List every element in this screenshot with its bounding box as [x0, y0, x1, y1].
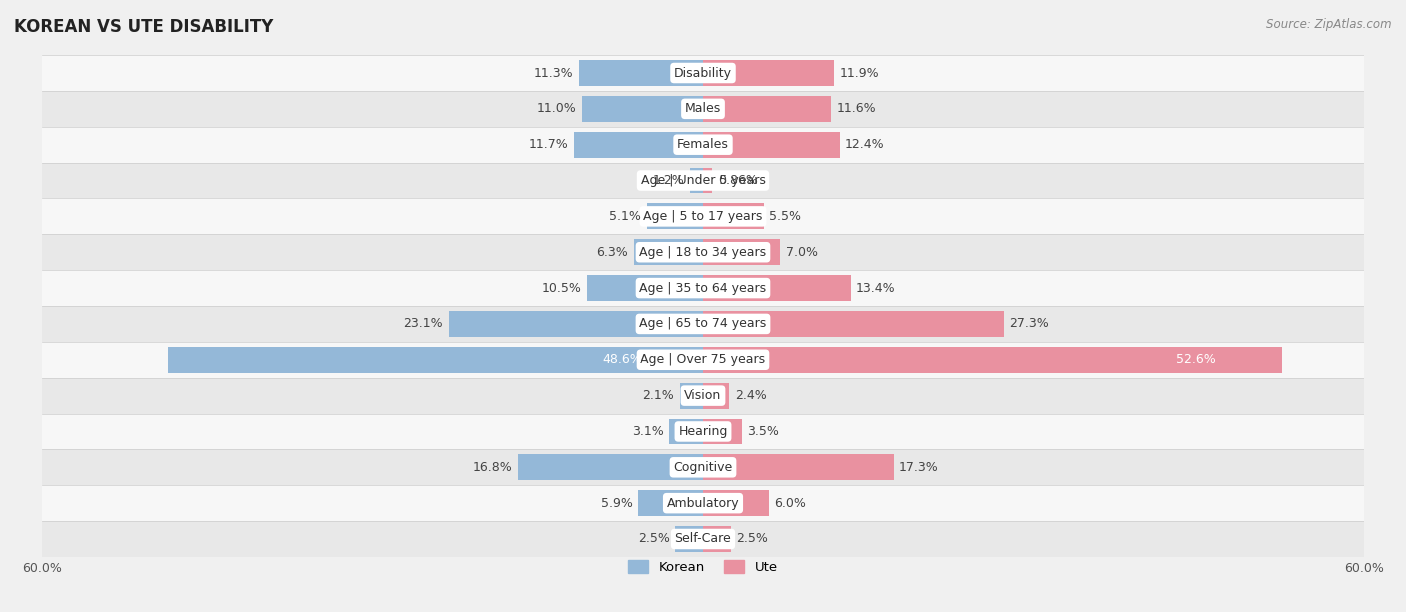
Bar — [703, 60, 834, 86]
Bar — [703, 275, 851, 301]
Bar — [517, 454, 703, 480]
Bar — [42, 127, 1364, 163]
Bar — [669, 419, 703, 444]
Bar — [42, 342, 1364, 378]
Text: Age | 35 to 64 years: Age | 35 to 64 years — [640, 282, 766, 294]
Text: 11.9%: 11.9% — [839, 67, 879, 80]
Bar — [42, 378, 1364, 414]
Bar — [703, 132, 839, 158]
Text: 2.1%: 2.1% — [643, 389, 675, 402]
Bar — [703, 347, 1282, 373]
Bar — [703, 96, 831, 122]
Text: Cognitive: Cognitive — [673, 461, 733, 474]
Bar — [42, 485, 1364, 521]
Text: 2.4%: 2.4% — [735, 389, 766, 402]
Bar — [647, 203, 703, 230]
Text: Disability: Disability — [673, 67, 733, 80]
Text: Self-Care: Self-Care — [675, 532, 731, 545]
Text: 11.3%: 11.3% — [533, 67, 574, 80]
Bar — [703, 526, 731, 552]
Text: 17.3%: 17.3% — [898, 461, 939, 474]
Text: Vision: Vision — [685, 389, 721, 402]
Text: 27.3%: 27.3% — [1010, 318, 1049, 330]
Text: 16.8%: 16.8% — [472, 461, 512, 474]
Bar — [703, 382, 730, 409]
Text: 7.0%: 7.0% — [786, 246, 818, 259]
Bar — [634, 239, 703, 265]
Text: 11.6%: 11.6% — [837, 102, 876, 115]
Text: Males: Males — [685, 102, 721, 115]
Text: Age | Over 75 years: Age | Over 75 years — [641, 353, 765, 366]
Text: 0.86%: 0.86% — [718, 174, 758, 187]
Text: 3.5%: 3.5% — [747, 425, 779, 438]
Bar — [703, 311, 1004, 337]
Text: 5.9%: 5.9% — [600, 497, 633, 510]
Text: Hearing: Hearing — [678, 425, 728, 438]
Text: Ambulatory: Ambulatory — [666, 497, 740, 510]
Text: 11.0%: 11.0% — [537, 102, 576, 115]
Text: Age | Under 5 years: Age | Under 5 years — [641, 174, 765, 187]
Bar — [681, 382, 703, 409]
Text: 2.5%: 2.5% — [737, 532, 768, 545]
Bar — [703, 454, 894, 480]
Text: 11.7%: 11.7% — [529, 138, 568, 151]
Bar — [675, 526, 703, 552]
Bar — [638, 490, 703, 516]
Bar — [42, 521, 1364, 557]
Bar — [703, 490, 769, 516]
Bar — [42, 91, 1364, 127]
Bar — [449, 311, 703, 337]
Bar — [588, 275, 703, 301]
Text: 2.5%: 2.5% — [638, 532, 669, 545]
Bar — [167, 347, 703, 373]
Bar — [703, 419, 741, 444]
Bar — [42, 270, 1364, 306]
Text: 23.1%: 23.1% — [404, 318, 443, 330]
Bar — [703, 203, 763, 230]
Bar — [42, 55, 1364, 91]
Bar — [690, 168, 703, 193]
Bar — [42, 198, 1364, 234]
Text: 1.2%: 1.2% — [652, 174, 685, 187]
Bar — [42, 306, 1364, 342]
Bar — [703, 239, 780, 265]
Bar — [578, 60, 703, 86]
Text: 10.5%: 10.5% — [541, 282, 582, 294]
Text: 6.3%: 6.3% — [596, 246, 628, 259]
Bar — [42, 414, 1364, 449]
Text: 48.6%: 48.6% — [603, 353, 643, 366]
Text: 52.6%: 52.6% — [1175, 353, 1215, 366]
Bar — [42, 449, 1364, 485]
Text: 3.1%: 3.1% — [631, 425, 664, 438]
Text: 12.4%: 12.4% — [845, 138, 884, 151]
Bar — [574, 132, 703, 158]
Text: 6.0%: 6.0% — [775, 497, 807, 510]
Bar — [703, 168, 713, 193]
Text: Age | 18 to 34 years: Age | 18 to 34 years — [640, 246, 766, 259]
Bar — [42, 163, 1364, 198]
Text: Age | 5 to 17 years: Age | 5 to 17 years — [644, 210, 762, 223]
Legend: Korean, Ute: Korean, Ute — [621, 553, 785, 580]
Text: 5.5%: 5.5% — [769, 210, 801, 223]
Text: Females: Females — [678, 138, 728, 151]
Bar — [42, 234, 1364, 270]
Bar — [582, 96, 703, 122]
Text: Age | 65 to 74 years: Age | 65 to 74 years — [640, 318, 766, 330]
Text: 5.1%: 5.1% — [609, 210, 641, 223]
Text: 13.4%: 13.4% — [856, 282, 896, 294]
Text: KOREAN VS UTE DISABILITY: KOREAN VS UTE DISABILITY — [14, 18, 273, 36]
Text: Source: ZipAtlas.com: Source: ZipAtlas.com — [1267, 18, 1392, 31]
